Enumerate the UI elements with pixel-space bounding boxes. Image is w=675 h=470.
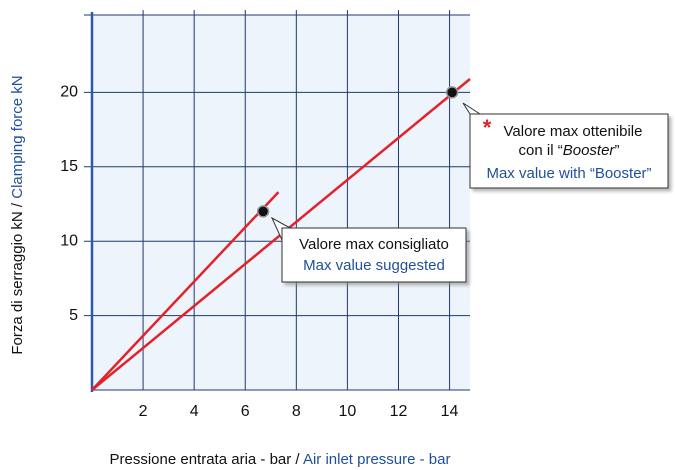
callout-1: Valore max consigliato Max value suggest… [270, 216, 467, 283]
annotation: con il “Booster” [519, 142, 620, 159]
point [445, 86, 459, 99]
callout-2: * Valore max ottenibile con il “Booster”… [462, 102, 669, 189]
x-tick-label: 6 [241, 403, 250, 420]
callout-box [469, 113, 669, 189]
y-tick-label: 20 [60, 84, 78, 101]
annotation: Valore max consigliato [299, 236, 449, 253]
y-axis-label: Forza di serraggio kN / Clamping force k… [9, 75, 26, 354]
annotation-star: * [483, 115, 492, 140]
y-tick-label: 15 [60, 158, 78, 175]
annotation: Valore max ottenibile [504, 123, 643, 140]
x-tick-label: 2 [139, 403, 148, 420]
y-tick-label: 10 [60, 232, 78, 249]
x-tick-label: 12 [390, 403, 408, 420]
x-axis-label: Pressione entrata aria - bar / Air inlet… [110, 451, 451, 468]
x-tick-label: 14 [441, 403, 459, 420]
line [91, 191, 280, 391]
x-tick-label: 8 [292, 403, 301, 420]
x-tick-label: 4 [190, 403, 199, 420]
annotation: Max value with “Booster” [486, 165, 651, 182]
callout-box [281, 227, 467, 283]
annotation: Max value suggested [303, 257, 445, 274]
point [256, 205, 270, 218]
y-tick-label: 5 [69, 307, 78, 324]
x-tick-label: 10 [339, 403, 357, 420]
plot-area [92, 15, 470, 390]
